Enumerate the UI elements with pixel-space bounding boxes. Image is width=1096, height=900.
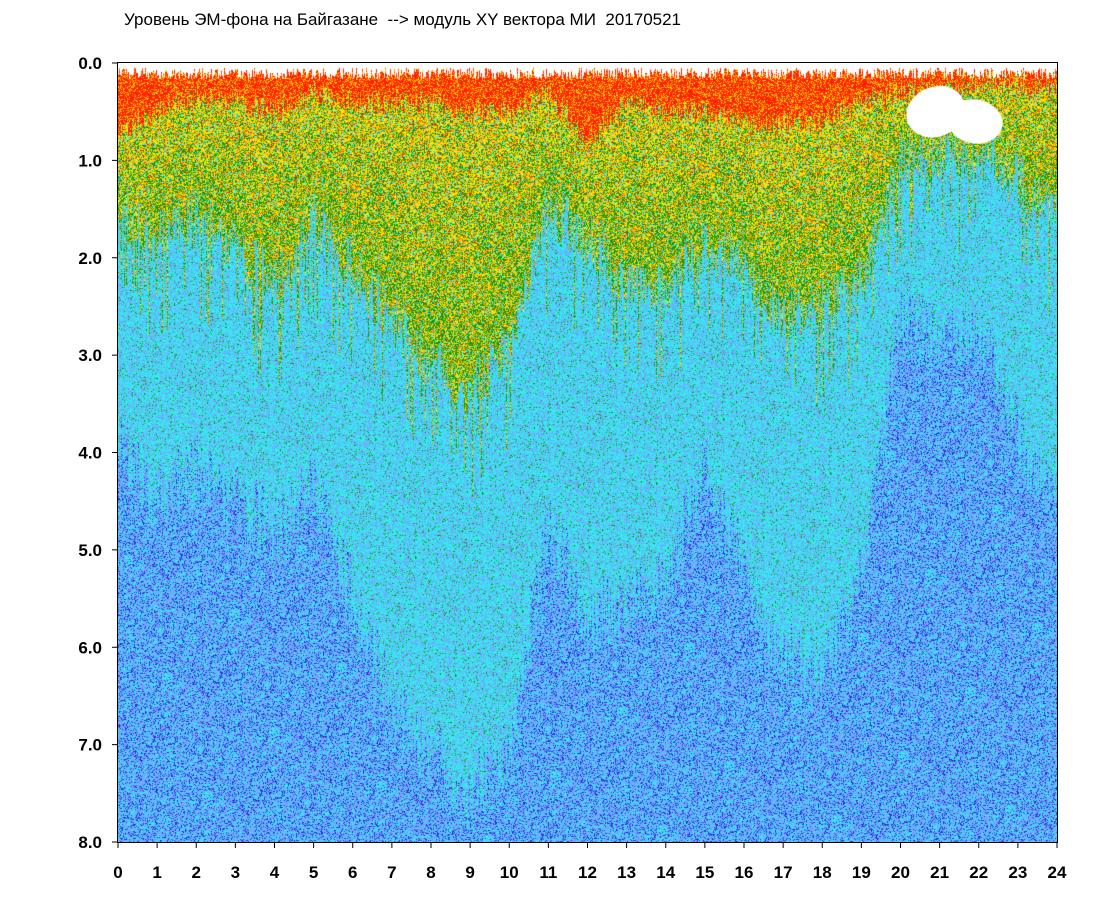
heatmap-image xyxy=(118,63,1057,842)
x-tick-label: 23 xyxy=(1008,863,1027,882)
y-tick-label: 2.0 xyxy=(78,249,102,268)
y-tick-label: 0.0 xyxy=(78,54,102,73)
x-tick-label: 2 xyxy=(192,863,201,882)
x-tick-label: 21 xyxy=(930,863,949,882)
y-tick-label: 8.0 xyxy=(78,833,102,852)
x-tick-label: 3 xyxy=(231,863,240,882)
x-tick-label: 20 xyxy=(891,863,910,882)
y-tick-label: 3.0 xyxy=(78,346,102,365)
x-tick-label: 18 xyxy=(813,863,832,882)
x-tick-label: 22 xyxy=(969,863,988,882)
x-axis: 0 1 2 3 4 5 6 7 8 9 10 11 12 13 14 15 16 17 18 19 20 21 22 23 24 xyxy=(113,842,1067,882)
y-axis: 0.0 1.0 2.0 3.0 4.0 5.0 6.0 7.0 8.0 xyxy=(78,54,118,852)
x-tick-label: 17 xyxy=(774,863,793,882)
chart-title: Уровень ЭМ-фона на Байгазане --> модуль … xyxy=(124,10,682,29)
x-tick-label: 0 xyxy=(113,863,122,882)
y-tick-label: 7.0 xyxy=(78,736,102,755)
x-tick-label: 19 xyxy=(852,863,871,882)
y-tick-label: 1.0 xyxy=(78,151,102,170)
x-tick-label: 10 xyxy=(500,863,519,882)
x-tick-label: 6 xyxy=(348,863,357,882)
x-tick-label: 4 xyxy=(270,863,280,882)
heatmap-plot-area xyxy=(118,63,1057,842)
x-tick-label: 24 xyxy=(1048,863,1067,882)
x-tick-label: 5 xyxy=(309,863,318,882)
x-tick-label: 14 xyxy=(656,863,675,882)
x-tick-label: 12 xyxy=(578,863,597,882)
y-tick-label: 6.0 xyxy=(78,638,102,657)
x-tick-label: 16 xyxy=(735,863,754,882)
x-tick-label: 11 xyxy=(539,863,557,882)
x-tick-label: 13 xyxy=(617,863,636,882)
x-tick-label: 9 xyxy=(465,863,474,882)
x-tick-label: 15 xyxy=(695,863,714,882)
x-tick-label: 7 xyxy=(387,863,396,882)
y-tick-label: 5.0 xyxy=(78,541,102,560)
x-tick-label: 8 xyxy=(426,863,435,882)
x-tick-label: 1 xyxy=(152,863,161,882)
y-tick-label: 4.0 xyxy=(78,444,102,463)
